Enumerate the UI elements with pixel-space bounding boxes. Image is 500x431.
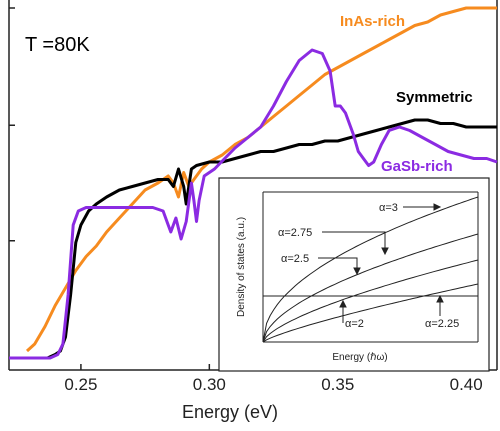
series-label-inas-rich: InAs-rich [340,13,405,30]
series-line-gasb-rich [9,48,498,360]
arrow-alpha-2-head [339,299,347,308]
inset-label-alpha-3: α=3 [379,202,398,214]
inset-label-alpha-2-75: α=2.75 [278,227,312,239]
inset-y-axis-label: Density of states (a.u.) [236,217,247,317]
inset-curve-alpha-2-5 [262,259,479,343]
x-tick-label: 0.40 [450,375,483,394]
x-tick-label: 0.25 [64,375,97,394]
temperature-annotation: T =80K [25,34,90,56]
arrow-alpha-3-head [433,203,442,211]
x-tick-label: 0.30 [193,375,226,394]
series-line-symmetric [46,118,497,360]
x-ticks: 0.25 0.30 0.35 0.40 [64,364,483,394]
inset-x-axis-label: Energy (ℏω) [332,352,387,363]
series-line-inas-rich [25,6,497,353]
inset-curve-alpha-2 [262,295,478,342]
x-tick-label: 0.35 [321,375,354,394]
x-axis-label: Energy (eV) [182,402,278,422]
inset-curve-alpha-2-25 [262,283,479,343]
inset-curves [262,196,479,343]
arrow-alpha-2-75-head [381,247,389,256]
arrow-alpha-2-75 [322,231,386,250]
inset-curve-alpha-3 [262,196,479,343]
inset-label-alpha-2: α=2 [345,318,364,330]
inset-chart: Density of states (a.u.) Energy (ℏω) α=3… [218,177,490,372]
inset-label-alpha-2-25: α=2.25 [425,318,459,330]
inset-label-alpha-2-5: α=2.5 [281,253,309,265]
series-label-gasb-rich: GaSb-rich [381,158,453,175]
y-ticks [9,7,15,359]
series-group [9,6,498,360]
series-label-symmetric: Symmetric [396,89,473,106]
arrow-alpha-2-5-head [353,267,361,276]
arrow-alpha-2-5 [318,257,358,270]
inset-curve-alpha-2-75 [262,233,479,343]
arrow-alpha-2-25-head [436,294,444,303]
inset-arrows [318,203,444,323]
